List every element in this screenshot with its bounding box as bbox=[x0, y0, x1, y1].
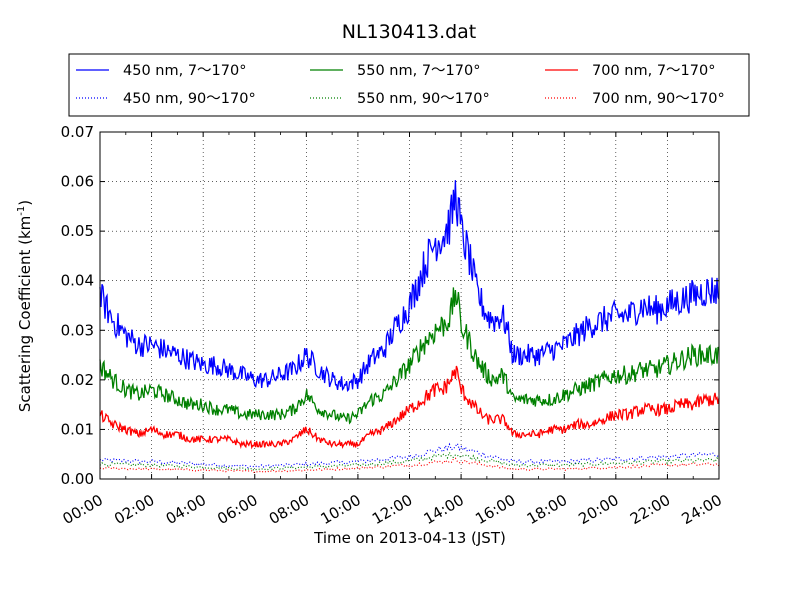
x-axis-label: Time on 2013-04-13 (JST) bbox=[313, 529, 506, 547]
legend-label: 700 nm, 7～170° bbox=[592, 63, 715, 79]
y-axis-label-superscript: -1 bbox=[16, 206, 27, 216]
y-tick-label: 0.02 bbox=[61, 371, 94, 389]
legend-label: 450 nm, 7～170° bbox=[123, 63, 246, 79]
y-tick-label: 0.07 bbox=[61, 123, 94, 141]
y-tick-label: 0.03 bbox=[61, 321, 94, 339]
series-line bbox=[99, 180, 720, 393]
legend: 450 nm, 7～170° 450 nm, 90～170° 550 nm, 7～1… bbox=[68, 53, 750, 117]
series-line bbox=[99, 287, 720, 425]
legend-label: 700 nm, 90～170° bbox=[592, 91, 725, 107]
series-line bbox=[99, 457, 720, 473]
y-axis-label-close: ) bbox=[16, 200, 34, 206]
chart-title: NL130413.dat bbox=[342, 21, 477, 43]
y-tick-label: 0.00 bbox=[61, 470, 94, 488]
y-axis-label: Scattering Coefficient (km-1) bbox=[16, 200, 34, 412]
legend-label: 450 nm, 90～170° bbox=[123, 91, 256, 107]
legend-label: 550 nm, 7～170° bbox=[357, 63, 480, 79]
y-tick-label: 0.04 bbox=[61, 272, 94, 290]
y-tick-label: 0.01 bbox=[61, 420, 94, 438]
y-tick-label: 0.05 bbox=[61, 222, 94, 240]
series-line bbox=[99, 450, 720, 471]
series-line bbox=[99, 365, 720, 450]
y-axis-label-main: Scattering Coefficient (km bbox=[16, 216, 34, 412]
legend-label: 550 nm, 90～170° bbox=[357, 91, 490, 107]
y-tick-label: 0.06 bbox=[61, 173, 94, 191]
series-line bbox=[99, 442, 720, 469]
legend-box bbox=[68, 53, 750, 117]
